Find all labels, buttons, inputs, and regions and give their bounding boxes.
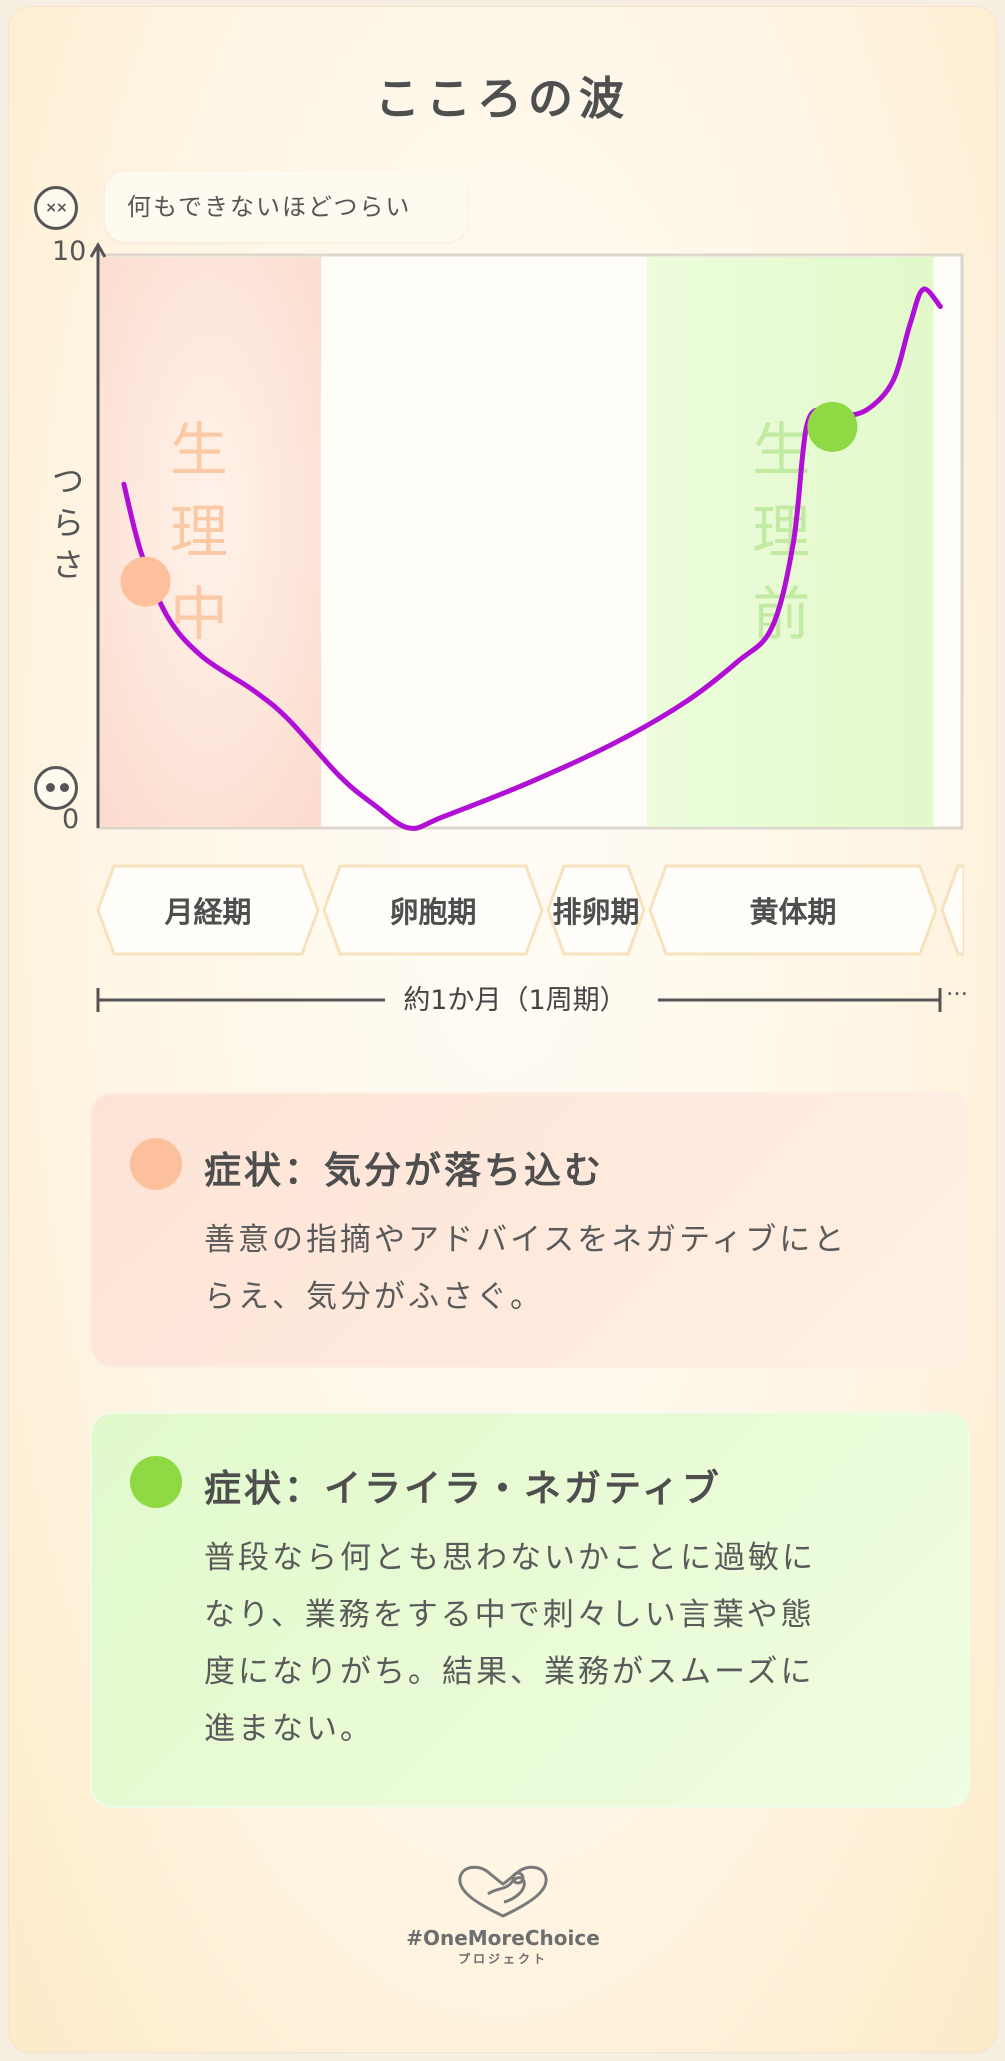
y-axis-arrow <box>89 242 107 258</box>
symptom-body: 善意の指摘やアドバイスをネガティブにと らえ、気分がふさぐ。 <box>204 1222 848 1315</box>
x-axis-label: 約1か月（1周期） <box>403 985 627 1016</box>
band-label-char: 理 <box>170 498 228 566</box>
band-label-char: 中 <box>170 580 228 648</box>
phase-label: 排卵期 <box>546 864 646 956</box>
brand-sub: プロジェクト <box>457 1952 548 1966</box>
calm-face-icon <box>34 766 78 810</box>
symptom-body: 普段なら何とも思わないかことに過敏に なり、業務をする中で刺々しい言葉や態 度に… <box>204 1540 816 1747</box>
marker-menstrual <box>120 556 171 607</box>
y-tick-0: 0 <box>62 804 80 835</box>
dizzy-face-icon: ×× <box>34 186 78 230</box>
phase-band <box>646 257 934 827</box>
band-label-char: 生 <box>170 416 228 484</box>
band-label-char: 理 <box>752 498 810 566</box>
symptom-title: 症状：気分が落ち込む <box>204 1149 604 1192</box>
phase-next-partial <box>940 864 964 956</box>
symptom-card-menstrual: 症状：気分が落ち込む 善意の指摘やアドバイスをネガティブにと らえ、気分がふさぐ… <box>90 1092 970 1368</box>
symptom-dot-menstrual <box>130 1138 182 1190</box>
symptom-card-premenstrual: 症状：イライラ・ネガティブ 普段なら何とも思わないかことに過敏に なり、業務をす… <box>90 1412 970 1808</box>
mood-series-line <box>121 286 943 831</box>
y-tick-10: 10 <box>52 236 87 267</box>
continuation-mark: … <box>946 976 968 1001</box>
heart-hands-icon <box>458 1865 548 1918</box>
symptom-title: 症状：イライラ・ネガティブ <box>204 1467 722 1510</box>
phase-label: 月経期 <box>96 864 320 956</box>
brand-name: #OneMoreChoice <box>406 1926 600 1950</box>
y-axis-label: つらさ <box>51 462 84 584</box>
symptom-dot-premenstrual <box>130 1456 182 1508</box>
page-title: こころの波 <box>374 72 630 125</box>
phase-label: 卵胞期 <box>322 864 544 956</box>
marker-premenstrual <box>807 401 858 452</box>
top-annotation: 何もできないほどつらい <box>105 172 467 242</box>
phase-label: 黄体期 <box>648 864 938 956</box>
project-logo: #OneMoreChoice プロジェクト <box>380 1860 626 1967</box>
